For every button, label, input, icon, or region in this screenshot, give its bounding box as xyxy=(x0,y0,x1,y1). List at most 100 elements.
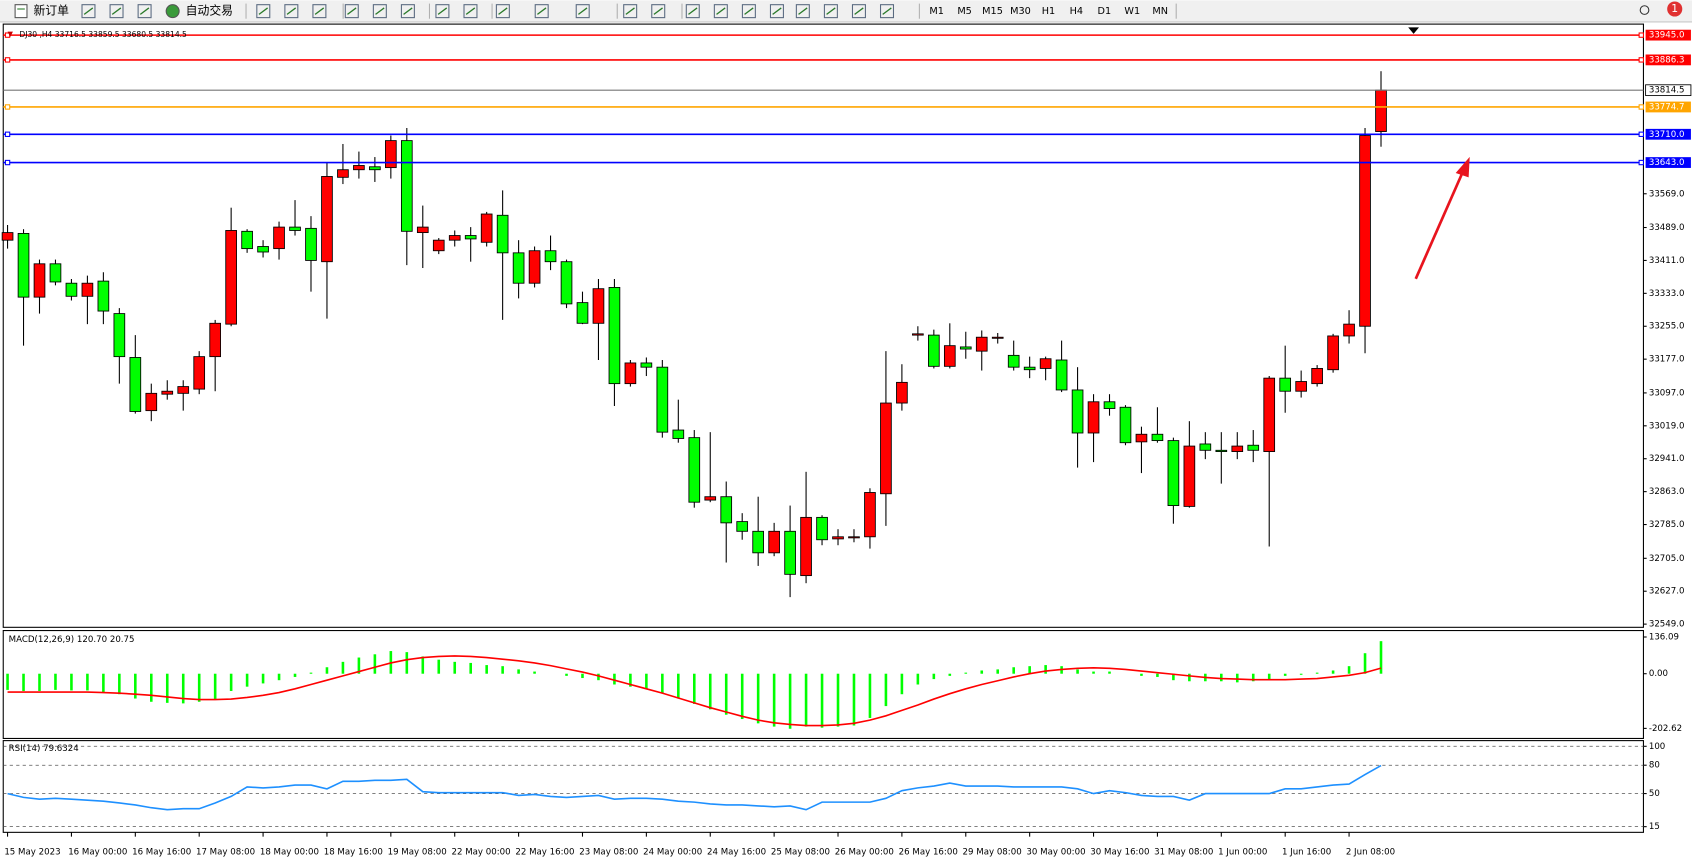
candle-body xyxy=(608,287,621,385)
candle-body xyxy=(688,437,701,503)
toolbar-icon-detail xyxy=(375,7,385,15)
candle-body xyxy=(1087,401,1100,434)
level-handle[interactable] xyxy=(1638,57,1644,63)
toolbar-button[interactable] xyxy=(534,4,549,19)
toolbar-button[interactable] xyxy=(651,4,666,19)
level-handle[interactable] xyxy=(4,104,11,110)
toolbar-button[interactable] xyxy=(400,4,415,19)
toolbar-button[interactable] xyxy=(344,4,359,19)
candle-body xyxy=(832,536,844,540)
timeframe-button[interactable]: D1 xyxy=(1098,6,1112,17)
toolbar-button[interactable] xyxy=(109,4,124,19)
candle-body xyxy=(480,213,493,243)
candle-body xyxy=(704,496,717,501)
y-tick-label: 32863.0 xyxy=(1649,487,1685,497)
candle-body xyxy=(1359,135,1371,327)
level-label-box xyxy=(1645,29,1691,41)
toolbar-button[interactable] xyxy=(879,4,895,19)
level-handle[interactable] xyxy=(1638,32,1644,38)
toolbar-icon xyxy=(713,4,728,19)
level-label-box xyxy=(1645,54,1691,66)
x-tick-label: 1 Jun 00:00 xyxy=(1218,847,1267,857)
candle-body xyxy=(720,496,733,524)
timeframe-button[interactable]: M30 xyxy=(1010,6,1031,17)
timeframe-button[interactable]: H4 xyxy=(1070,6,1083,17)
x-tick-label: 30 May 00:00 xyxy=(1026,847,1085,857)
toolbar-icon-detail xyxy=(798,7,808,15)
arrow-shaft xyxy=(1414,170,1465,280)
level-label: 33710.0 xyxy=(1649,130,1685,140)
x-tick-label: 16 May 16:00 xyxy=(132,847,191,857)
x-tick-label: 26 May 00:00 xyxy=(835,847,894,857)
x-tick-label: 24 May 16:00 xyxy=(707,847,766,857)
rsi-panel xyxy=(2,740,1644,833)
candle-body xyxy=(1119,406,1132,444)
toolbar-button[interactable] xyxy=(372,4,387,19)
candle-body xyxy=(416,226,429,234)
candle-body xyxy=(800,516,812,577)
timeframe-button[interactable]: M1 xyxy=(929,6,944,17)
y-tick-label: 33489.0 xyxy=(1649,223,1685,233)
timeframe-button[interactable]: W1 xyxy=(1124,6,1140,17)
toolbar-button[interactable] xyxy=(713,4,728,19)
toolbar-button[interactable] xyxy=(741,4,756,19)
toolbar-button[interactable] xyxy=(851,4,866,19)
toolbar-button[interactable] xyxy=(795,4,810,19)
toolbar-button[interactable] xyxy=(256,4,271,19)
toolbar-button[interactable] xyxy=(435,4,450,19)
level-label-box xyxy=(1645,128,1691,140)
level-label-box xyxy=(1645,101,1691,113)
toolbar-icon-detail xyxy=(577,7,588,15)
toolbar-button[interactable] xyxy=(137,4,152,19)
candle-body xyxy=(17,232,30,298)
search-icon[interactable] xyxy=(1639,5,1650,15)
toolbar-button[interactable] xyxy=(823,4,838,19)
candle-body xyxy=(640,362,653,368)
toolbar-button[interactable] xyxy=(81,4,96,19)
arrow-head xyxy=(1455,156,1470,178)
toolbar-button[interactable] xyxy=(284,4,299,19)
timeframe-button[interactable]: M5 xyxy=(957,6,972,17)
rsi-line xyxy=(7,764,1382,811)
level-handle[interactable] xyxy=(1638,159,1644,166)
signal-line xyxy=(7,655,1382,727)
y-tick-label: 80 xyxy=(1649,761,1660,771)
toolbar-button[interactable] xyxy=(623,4,638,19)
new-order-button[interactable]: 新订单 xyxy=(14,4,69,19)
header-value: 33680.5 xyxy=(122,30,153,39)
timeframe-button[interactable]: M15 xyxy=(982,6,1003,17)
level-handle[interactable] xyxy=(4,57,11,63)
toolbar-icon-detail xyxy=(688,7,698,15)
toolbar-icon xyxy=(534,4,549,19)
toolbar-button[interactable] xyxy=(685,4,700,19)
notification-badge[interactable]: 1 xyxy=(1667,1,1683,17)
x-tick-label: 17 May 08:00 xyxy=(196,847,255,857)
level-handle[interactable] xyxy=(4,131,11,137)
candle-body xyxy=(1039,358,1052,369)
toolbar-icon xyxy=(495,4,510,19)
y-tick-label: -202.62 xyxy=(1649,724,1682,734)
toolbar-button[interactable] xyxy=(495,4,510,19)
y-tick-label: 0.00 xyxy=(1649,669,1668,679)
y-tick-label: 33255.0 xyxy=(1649,322,1685,332)
y-tick-label: 32941.0 xyxy=(1649,454,1685,464)
candle-body xyxy=(161,390,174,395)
toolbar-icon xyxy=(879,4,895,19)
candle-body xyxy=(656,366,669,433)
toolbar-button[interactable] xyxy=(769,4,784,19)
auto-trading-button[interactable]: 自动交易 xyxy=(165,4,233,19)
level-handle[interactable] xyxy=(4,159,11,166)
timeframe-button[interactable]: MN xyxy=(1152,6,1168,17)
header-value: 33814.5 xyxy=(156,30,187,39)
y-tick-label: 33411.0 xyxy=(1649,256,1685,266)
toolbar-button[interactable] xyxy=(463,4,478,19)
level-handle[interactable] xyxy=(1638,104,1644,110)
toolbar-button[interactable] xyxy=(575,4,590,19)
candle-body xyxy=(512,252,525,284)
x-tick-label: 31 May 08:00 xyxy=(1154,847,1213,857)
toolbar-button[interactable] xyxy=(312,4,327,19)
timeframe-button[interactable]: H1 xyxy=(1042,6,1055,17)
toolbar-icon xyxy=(575,4,590,19)
level-handle[interactable] xyxy=(1638,131,1644,137)
